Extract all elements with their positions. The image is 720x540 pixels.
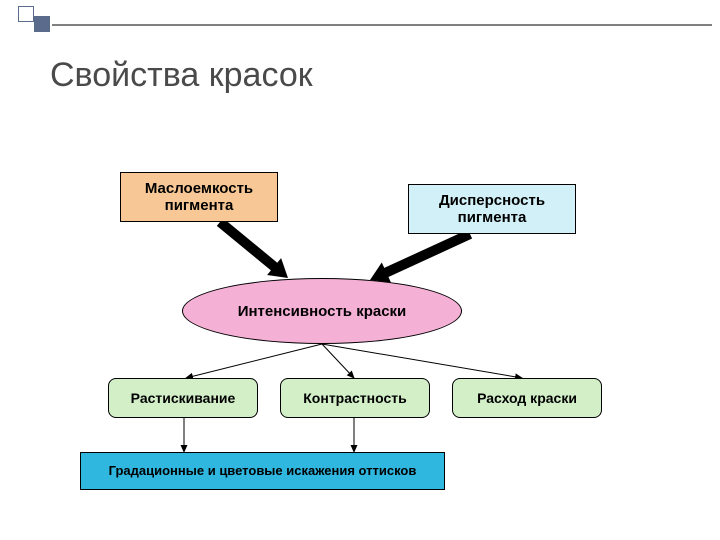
page-title: Свойства красок [50, 56, 313, 95]
node-ink-consumption: Расход краски [452, 378, 602, 418]
node-intensity-label: Интенсивность краски [238, 303, 407, 320]
node-grad-label: Градационные и цветовые искажения оттиск… [109, 464, 417, 479]
node-rast-label: Растискивание [131, 390, 236, 406]
node-dot-gain: Растискивание [108, 378, 258, 418]
node-kontr-label: Контрастность [303, 390, 406, 406]
node-disp-label: Дисперсностьпигмента [439, 192, 545, 227]
decor-square-1 [18, 6, 34, 22]
node-oil-capacity: Маслоемкостьпигмента [120, 172, 278, 222]
node-rash-label: Расход краски [477, 390, 577, 406]
thin-arrow [186, 344, 322, 378]
decor-square-2 [34, 16, 50, 32]
node-dispersion: Дисперсностьпигмента [408, 184, 576, 234]
thick-arrow [370, 229, 472, 282]
node-contrast: Контрастность [280, 378, 430, 418]
node-distortions: Градационные и цветовые искажения оттиск… [80, 452, 445, 490]
thick-arrow [217, 218, 288, 278]
slide: Свойства красок Маслоемкостьпигмента Дис… [0, 0, 720, 540]
node-masl-label: Маслоемкостьпигмента [145, 180, 253, 215]
node-intensity: Интенсивность краски [182, 278, 462, 344]
decor-line [52, 24, 712, 26]
thin-arrow [322, 344, 354, 378]
thin-arrow [322, 344, 522, 378]
